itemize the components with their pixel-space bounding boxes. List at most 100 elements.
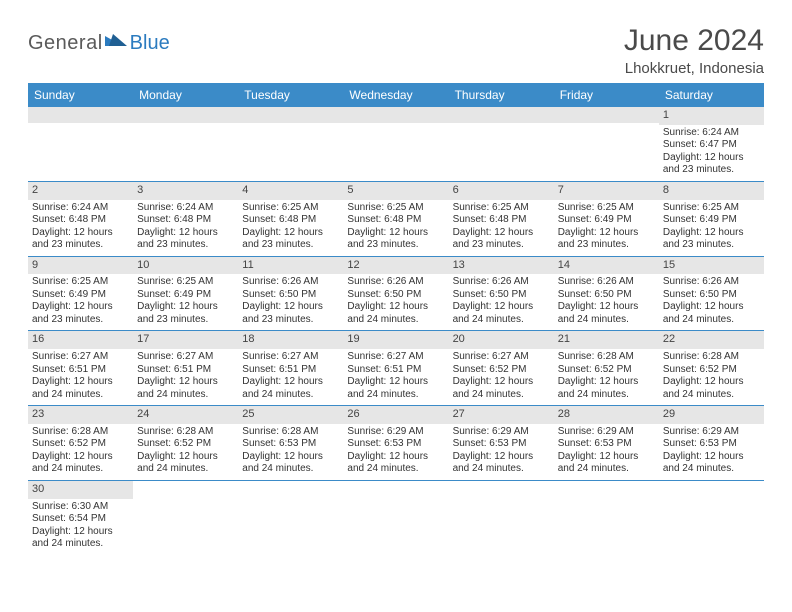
daylight-text: and 24 minutes. xyxy=(242,389,339,402)
daylight-text: and 24 minutes. xyxy=(663,463,760,476)
sunrise-text: Sunrise: 6:25 AM xyxy=(242,202,339,215)
calendar-day: 16Sunrise: 6:27 AMSunset: 6:51 PMDayligh… xyxy=(28,331,133,406)
sunrise-text: Sunrise: 6:29 AM xyxy=(663,426,760,439)
sunset-text: Sunset: 6:53 PM xyxy=(663,438,760,451)
calendar-day-empty xyxy=(449,107,554,182)
daylight-text: Daylight: 12 hours xyxy=(663,451,760,464)
sunrise-text: Sunrise: 6:25 AM xyxy=(558,202,655,215)
day-number: 14 xyxy=(554,257,659,275)
sunrise-text: Sunrise: 6:28 AM xyxy=(558,351,655,364)
day-number: 4 xyxy=(238,182,343,200)
calendar-week: 1Sunrise: 6:24 AMSunset: 6:47 PMDaylight… xyxy=(28,107,764,182)
calendar-day: 29 Sunrise: 6:29 AMSunset: 6:53 PMDayligh… xyxy=(659,406,764,481)
day-number-bar xyxy=(133,107,238,123)
day-number: 17 xyxy=(133,331,238,349)
daylight-text: Daylight: 12 hours xyxy=(242,451,339,464)
weekday-label: Thursday xyxy=(449,83,554,107)
calendar-day: 15Sunrise: 6:26 AMSunset: 6:50 PMDayligh… xyxy=(659,257,764,332)
daylight-text: and 24 minutes. xyxy=(558,314,655,327)
sunset-text: Sunset: 6:48 PM xyxy=(453,214,550,227)
day-number: 13 xyxy=(449,257,554,275)
weekday-label: Wednesday xyxy=(343,83,448,107)
sunset-text: Sunset: 6:50 PM xyxy=(453,289,550,302)
daylight-text: Daylight: 12 hours xyxy=(558,227,655,240)
daylight-text: Daylight: 12 hours xyxy=(32,227,129,240)
calendar-day-empty xyxy=(554,481,659,555)
weekday-label: Friday xyxy=(554,83,659,107)
sunset-text: Sunset: 6:51 PM xyxy=(137,364,234,377)
sunset-text: Sunset: 6:51 PM xyxy=(347,364,444,377)
day-number: 8 xyxy=(659,182,764,200)
calendar-day: 10Sunrise: 6:25 AMSunset: 6:49 PMDayligh… xyxy=(133,257,238,332)
sunset-text: Sunset: 6:48 PM xyxy=(137,214,234,227)
calendar-week: 2Sunrise: 6:24 AMSunset: 6:48 PMDaylight… xyxy=(28,182,764,257)
calendar-day: 23 Sunrise: 6:28 AMSunset: 6:52 PMDayligh… xyxy=(28,406,133,481)
calendar-day: 22Sunrise: 6:28 AMSunset: 6:52 PMDayligh… xyxy=(659,331,764,406)
day-number: 12 xyxy=(343,257,448,275)
daylight-text: Daylight: 12 hours xyxy=(242,227,339,240)
calendar-day-empty xyxy=(133,107,238,182)
sunset-text: Sunset: 6:53 PM xyxy=(558,438,655,451)
daylight-text: and 23 minutes. xyxy=(32,239,129,252)
day-number: 16 xyxy=(28,331,133,349)
sunset-text: Sunset: 6:52 PM xyxy=(663,364,760,377)
daylight-text: Daylight: 12 hours xyxy=(137,376,234,389)
day-number: 29 xyxy=(659,406,764,424)
daylight-text: Daylight: 12 hours xyxy=(453,376,550,389)
day-number: 7 xyxy=(554,182,659,200)
calendar-day: 20Sunrise: 6:27 AMSunset: 6:52 PMDayligh… xyxy=(449,331,554,406)
sunset-text: Sunset: 6:53 PM xyxy=(347,438,444,451)
daylight-text: Daylight: 12 hours xyxy=(32,451,129,464)
calendar-day-empty xyxy=(659,481,764,555)
daylight-text: and 24 minutes. xyxy=(347,314,444,327)
daylight-text: Daylight: 12 hours xyxy=(347,301,444,314)
daylight-text: Daylight: 12 hours xyxy=(558,376,655,389)
daylight-text: Daylight: 12 hours xyxy=(242,301,339,314)
sunrise-text: Sunrise: 6:24 AM xyxy=(32,202,129,215)
calendar-day: 13Sunrise: 6:26 AMSunset: 6:50 PMDayligh… xyxy=(449,257,554,332)
calendar-day: 24Sunrise: 6:28 AMSunset: 6:52 PMDayligh… xyxy=(133,406,238,481)
day-number-bar xyxy=(343,107,448,123)
daylight-text: Daylight: 12 hours xyxy=(663,152,760,165)
daylight-text: Daylight: 12 hours xyxy=(453,451,550,464)
day-number-bar xyxy=(554,107,659,123)
daylight-text: and 24 minutes. xyxy=(453,463,550,476)
daylight-text: and 23 minutes. xyxy=(453,239,550,252)
sunrise-text: Sunrise: 6:25 AM xyxy=(453,202,550,215)
brand-logo: General Blue xyxy=(28,32,170,55)
daylight-text: and 24 minutes. xyxy=(663,389,760,402)
day-number-bar xyxy=(28,107,133,123)
sunrise-text: Sunrise: 6:28 AM xyxy=(32,426,129,439)
daylight-text: Daylight: 12 hours xyxy=(242,376,339,389)
day-number-bar xyxy=(449,107,554,123)
header: General Blue June 2024 Lhokkruet, Indone… xyxy=(28,24,764,77)
sunrise-text: Sunrise: 6:26 AM xyxy=(558,276,655,289)
calendar-day-empty xyxy=(343,107,448,182)
day-number: 21 xyxy=(554,331,659,349)
day-number: 25 xyxy=(238,406,343,424)
calendar-day: 26Sunrise: 6:29 AMSunset: 6:53 PMDayligh… xyxy=(343,406,448,481)
day-number: 3 xyxy=(133,182,238,200)
sunrise-text: Sunrise: 6:26 AM xyxy=(242,276,339,289)
calendar-week: 23Sunrise: 6:28 AMSunset: 6:52 PMDayligh… xyxy=(28,406,764,481)
daylight-text: Daylight: 12 hours xyxy=(347,227,444,240)
calendar-day: 9Sunrise: 6:25 AMSunset: 6:49 PMDaylight… xyxy=(28,257,133,332)
daylight-text: and 24 minutes. xyxy=(453,314,550,327)
day-number: 19 xyxy=(343,331,448,349)
daylight-text: and 24 minutes. xyxy=(137,389,234,402)
location-label: Lhokkruet, Indonesia xyxy=(624,60,764,77)
daylight-text: and 23 minutes. xyxy=(137,239,234,252)
day-number: 1 xyxy=(659,107,764,125)
calendar-day: 2Sunrise: 6:24 AMSunset: 6:48 PMDaylight… xyxy=(28,182,133,257)
day-number: 23 xyxy=(28,406,133,424)
title-block: June 2024 Lhokkruet, Indonesia xyxy=(624,24,764,77)
day-number: 28 xyxy=(554,406,659,424)
sunrise-text: Sunrise: 6:29 AM xyxy=(453,426,550,439)
sunset-text: Sunset: 6:50 PM xyxy=(347,289,444,302)
sunset-text: Sunset: 6:52 PM xyxy=(558,364,655,377)
day-number: 11 xyxy=(238,257,343,275)
calendar-day: 18Sunrise: 6:27 AMSunset: 6:51 PMDayligh… xyxy=(238,331,343,406)
day-number: 18 xyxy=(238,331,343,349)
sunrise-text: Sunrise: 6:30 AM xyxy=(32,501,129,514)
sunset-text: Sunset: 6:52 PM xyxy=(32,438,129,451)
